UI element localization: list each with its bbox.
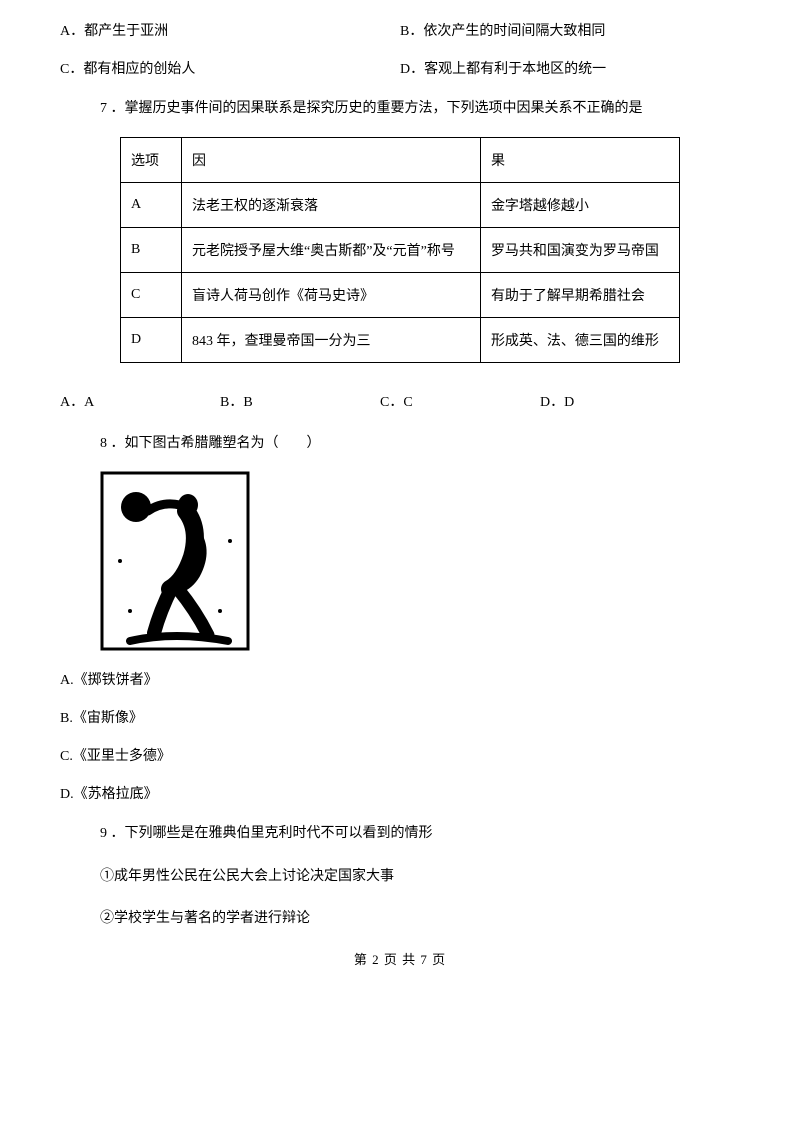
q7-th-effect: 果 — [480, 137, 679, 182]
q7-answer-d: D．D — [540, 391, 700, 411]
q7-table: 选项 因 果 A 法老王权的逐渐衰落 金字塔越修越小 B 元老院授予屋大维“奥古… — [120, 137, 680, 363]
q8-text: 8 ．如下图古希腊雕塑名为（ ） — [100, 431, 740, 458]
q7-r2-effect: 有助于了解早期希腊社会 — [480, 272, 679, 317]
table-row: A 法老王权的逐渐衰落 金字塔越修越小 — [121, 182, 680, 227]
q9-text: 9 ．下列哪些是在雅典伯里克利时代不可以看到的情形 — [100, 821, 740, 848]
q9-item-1: ①成年男性公民在公民大会上讨论决定国家大事 — [100, 864, 740, 891]
q6-option-a: A．都产生于亚洲 — [60, 20, 400, 40]
q6-options-row2: C．都有相应的创始人 D．客观上都有利于本地区的统一 — [60, 58, 740, 78]
page-container: A．都产生于亚洲 B．依次产生的时间间隔大致相同 C．都有相应的创始人 D．客观… — [0, 0, 800, 988]
q7-th-cause: 因 — [182, 137, 481, 182]
table-row: D 843 年，查理曼帝国一分为三 形成英、法、德三国的维形 — [121, 317, 680, 362]
page-footer: 第 2 页 共 7 页 — [60, 949, 740, 968]
q8-option-a: A.《掷铁饼者》 — [60, 669, 740, 689]
q7-answer-row: A．A B．B C．C D．D — [60, 391, 740, 411]
q6-options-row1: A．都产生于亚洲 B．依次产生的时间间隔大致相同 — [60, 20, 740, 40]
q6-option-c: C．都有相应的创始人 — [60, 58, 400, 78]
q8-options: A.《掷铁饼者》 B.《宙斯像》 C.《亚里士多德》 D.《苏格拉底》 — [60, 669, 740, 803]
q8-figure — [100, 471, 740, 651]
q9-item-2: ②学校学生与著名的学者进行辩论 — [100, 906, 740, 933]
q7-r3-effect: 形成英、法、德三国的维形 — [480, 317, 679, 362]
q6-option-d: D．客观上都有利于本地区的统一 — [400, 58, 740, 78]
q7-text: 7 ．掌握历史事件间的因果联系是探究历史的重要方法，下列选项中因果关系不正确的是 — [100, 96, 740, 123]
q7-answer-b: B．B — [220, 391, 380, 411]
q7-answer-a: A．A — [60, 391, 220, 411]
q7-answer-c: C．C — [380, 391, 540, 411]
table-header-row: 选项 因 果 — [121, 137, 680, 182]
q8-option-b: B.《宙斯像》 — [60, 707, 740, 727]
discus-thrower-icon — [100, 471, 250, 651]
q7-r0-cause: 法老王权的逐渐衰落 — [182, 182, 481, 227]
table-row: C 盲诗人荷马创作《荷马史诗》 有助于了解早期希腊社会 — [121, 272, 680, 317]
q6-option-b: B．依次产生的时间间隔大致相同 — [400, 20, 740, 40]
q7-r3-opt: D — [121, 317, 182, 362]
q7-r2-cause: 盲诗人荷马创作《荷马史诗》 — [182, 272, 481, 317]
q7-r1-cause: 元老院授予屋大维“奥古斯都”及“元首”称号 — [182, 227, 481, 272]
q7-r0-effect: 金字塔越修越小 — [480, 182, 679, 227]
q7-r1-effect: 罗马共和国演变为罗马帝国 — [480, 227, 679, 272]
q8-option-c: C.《亚里士多德》 — [60, 745, 740, 765]
q7-r1-opt: B — [121, 227, 182, 272]
q7-r0-opt: A — [121, 182, 182, 227]
table-row: B 元老院授予屋大维“奥古斯都”及“元首”称号 罗马共和国演变为罗马帝国 — [121, 227, 680, 272]
q8-option-d: D.《苏格拉底》 — [60, 783, 740, 803]
q7-r3-cause: 843 年，查理曼帝国一分为三 — [182, 317, 481, 362]
q7-th-opt: 选项 — [121, 137, 182, 182]
q7-r2-opt: C — [121, 272, 182, 317]
